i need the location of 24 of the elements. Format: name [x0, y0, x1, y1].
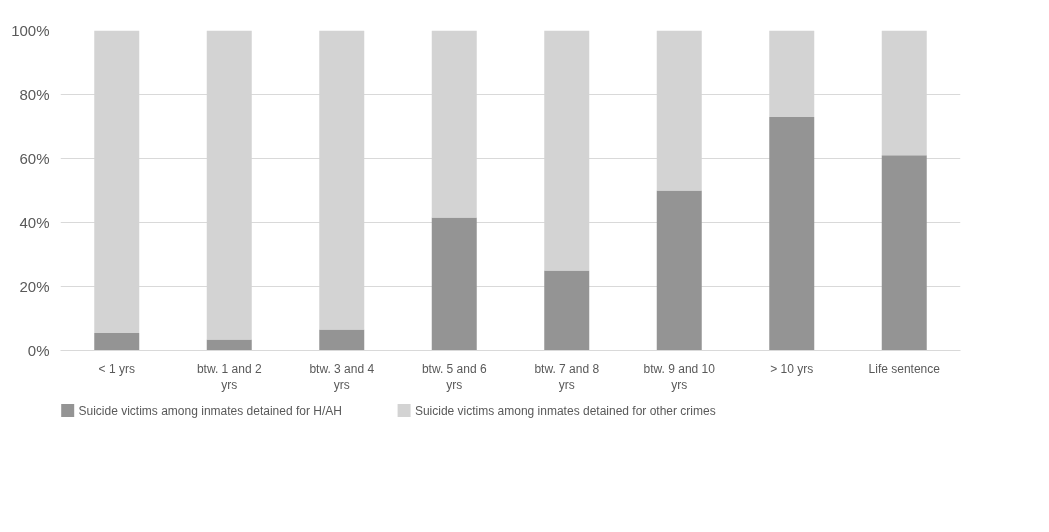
bar [319, 329, 365, 351]
x-tick-label: btw. 9 and 10 yrs [643, 361, 716, 393]
x-tick-label: btw. 7 and 8 yrs [534, 361, 600, 393]
y-tick-label: 60% [19, 150, 50, 167]
bar [769, 116, 815, 351]
x-tick-label: > 10 yrs [770, 361, 814, 376]
x-tick-label: Life sentence [868, 361, 941, 376]
legend-label: Suicide victims among inmates detained for H/AH [78, 403, 342, 418]
bar [431, 217, 477, 351]
y-tick-label: 100% [11, 22, 50, 39]
legend-label: Suicide victims among inmates detained for other crimes [414, 403, 716, 418]
bar [94, 332, 140, 351]
x-tick-label: btw. 3 and 4 yrs [309, 361, 375, 393]
bar [656, 190, 702, 351]
bar [206, 339, 252, 351]
y-tick-label: 20% [19, 278, 50, 295]
x-tick-label: btw. 5 and 6 yrs [421, 361, 487, 393]
y-tick-label: 80% [19, 86, 50, 103]
y-tick-label: 40% [19, 214, 50, 231]
bar [881, 155, 927, 351]
x-tick-label: btw. 1 and 2 yrs [196, 361, 262, 393]
bar [544, 270, 590, 351]
x-tick-label: < 1 yrs [98, 361, 135, 376]
y-tick-label: 0% [27, 342, 50, 359]
